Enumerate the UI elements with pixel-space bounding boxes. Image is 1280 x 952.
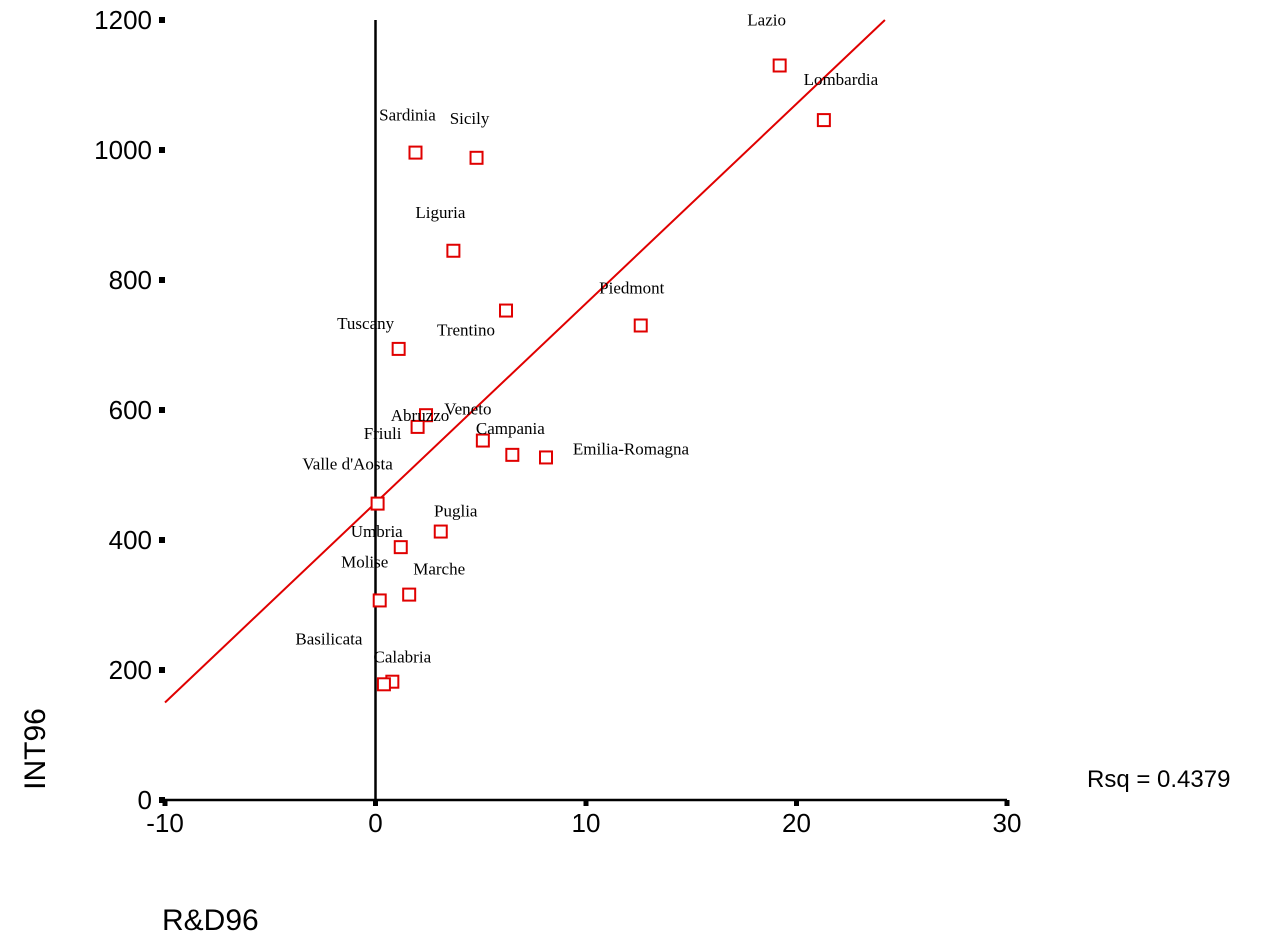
point-labels: Lazio Lombardia Sardinia Sicily Liguria Trent… [295, 11, 878, 667]
point-label: Umbria [351, 522, 403, 541]
data-point [475, 433, 490, 448]
x-tick-label: 20 [782, 808, 811, 838]
data-point [370, 496, 385, 511]
point-label: Abruzzo [391, 406, 450, 425]
axes [165, 20, 1007, 802]
fit-line [164, 19, 886, 704]
point-label: Trentino [437, 321, 495, 340]
x-axis-title: R&D96 [162, 904, 259, 937]
data-point [408, 145, 423, 160]
point-label: Veneto [444, 400, 491, 419]
y-tick-label: 800 [109, 265, 152, 295]
data-point [419, 408, 434, 423]
point-label: Molise [341, 552, 388, 571]
rsq-label: Rsq = 0.4379 [1087, 766, 1230, 793]
data-point [505, 447, 520, 462]
data-point [633, 318, 648, 333]
y-tick-label: 600 [109, 395, 152, 425]
point-label: Valle d'Aosta [302, 455, 393, 474]
y-tick-mark [159, 277, 165, 283]
data-point [372, 593, 387, 608]
data-point [469, 150, 484, 165]
point-label: Friuli [364, 424, 402, 443]
point-label: Calabria [374, 648, 432, 667]
data-point [376, 677, 391, 692]
point-label: Marche [413, 560, 465, 579]
x-tick-label: 10 [572, 808, 601, 838]
x-tick-label: 0 [368, 808, 382, 838]
data-point [499, 303, 514, 318]
point-label: Campania [476, 419, 545, 438]
data-point [816, 113, 831, 128]
point-label: Liguria [415, 203, 465, 222]
point-label: Tuscany [337, 314, 394, 333]
point-label: Piedmont [599, 279, 664, 298]
data-point [539, 450, 554, 465]
y-tick-mark [159, 667, 165, 673]
point-label: Puglia [434, 502, 478, 521]
data-point [772, 58, 787, 73]
point-label: Basilicata [295, 629, 362, 648]
y-axis-title: INT96 [19, 708, 52, 790]
data-point [402, 587, 417, 602]
point-label: Sicily [450, 109, 490, 128]
point-label: Emilia-Romagna [573, 439, 690, 458]
y-tick-label: 0 [138, 785, 152, 815]
point-label: Sardinia [379, 106, 436, 125]
y-tick-mark [159, 537, 165, 543]
y-tick-label: 400 [109, 525, 152, 555]
x-tick-label: -10 [146, 808, 184, 838]
data-points [370, 58, 831, 692]
x-tick-mark [794, 800, 799, 806]
data-point [410, 419, 425, 434]
x-tick-mark [1004, 800, 1010, 806]
data-point [433, 524, 448, 539]
x-tick-mark [583, 800, 589, 806]
point-label: Lombardia [804, 70, 879, 89]
y-tick-mark [159, 17, 165, 23]
x-tick-mark [373, 800, 378, 806]
fit-line-group [164, 19, 886, 704]
y-tick-label: 1000 [94, 135, 152, 165]
y-tick-mark [159, 147, 165, 153]
y-tick-mark [159, 407, 165, 413]
x-tick-label: 30 [993, 808, 1022, 838]
y-tick-mark [159, 797, 165, 803]
data-point [391, 341, 406, 356]
point-label: Lazio [747, 11, 786, 30]
y-tick-label: 200 [109, 655, 152, 685]
data-point [446, 243, 461, 258]
data-point [393, 540, 408, 555]
y-tick-label: 1200 [94, 5, 152, 35]
